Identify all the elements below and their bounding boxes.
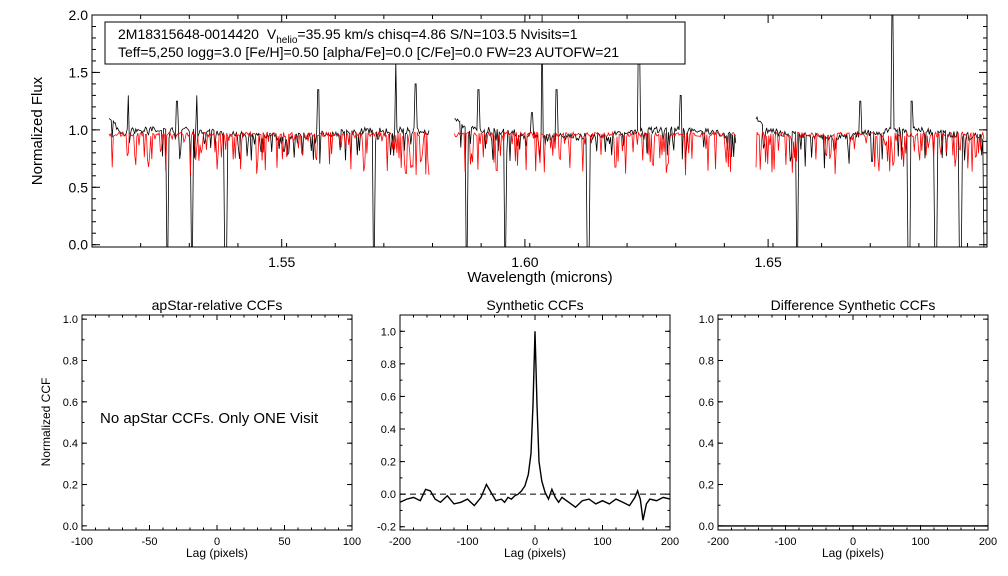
spectrum-info-box: 2M18315648-0014420 Vhelio=35.95 km/s chis… [104,21,686,65]
apstar-xtick-label: -50 [142,536,158,548]
difference-ccf-panel: -200 -100 0 100 200 0.0 0.2 0.4 0.6 0.8 1.0 Differ… [699,297,997,560]
vhelio-prefix: V [267,26,277,42]
synthetic-xtick-label: -200 [389,536,411,548]
apstar-ytick-label: 0.0 [63,521,78,533]
difference-xtick-label: 200 [979,536,997,548]
difference-ytick-label: 1.0 [699,314,714,326]
synthetic-xtick-label: 100 [593,536,611,548]
apstar-xtick-label: 0 [214,536,220,548]
spectrum-xlabel: Wavelength (microns) [467,269,612,286]
synthetic-ccf-panel: -200 -100 0 100 200 -0.2 0.0 0.2 0.4 0.6 0.8 1.0 Sy… [377,297,679,560]
apstar-xlabel: Lag (pixels) [186,546,248,560]
model-spectrum-line [108,130,430,177]
difference-frame [717,314,989,531]
spectrum-ticks: 1.55 1.60 1.65 0.0 0.5 1.0 1.5 2.0 [69,7,987,270]
difference-xlabel: Lag (pixels) [822,546,884,560]
synthetic-ytick-label: 0.6 [381,391,396,403]
difference-ytick-label: 0.2 [699,480,714,492]
apstar-xtick-label: -100 [71,536,93,548]
synthetic-xtick-label: 200 [661,536,679,548]
spectrum-xtick-label: 1.55 [268,254,295,270]
apstar-ylabel: Normalized CCF [39,378,53,467]
difference-title: Difference Synthetic CCFs [771,297,936,313]
observed-spectrum-line [454,14,737,248]
difference-ytick-label: 0.0 [699,521,714,533]
spectrum-panel: 1.55 1.60 1.65 0.0 0.5 1.0 1.5 2.0 2M18315648-0… [29,7,988,286]
difference-xtick-label: 100 [911,536,929,548]
difference-xtick-label: 0 [850,536,856,548]
synthetic-frame [399,314,671,531]
synthetic-ytick-label: -0.2 [377,522,396,534]
synthetic-ytick-label: 0.2 [381,457,396,469]
apstar-xtick-label: 50 [278,536,290,548]
spectrum-ytick-label: 2.0 [69,7,89,23]
apstar-ccf-panel: -100 -50 0 50 100 0.0 0.2 0.4 0.6 0.8 1.0 apStar-r… [39,297,361,560]
apstar-ytick-label: 1.0 [63,314,78,326]
synthetic-xtick-label: -100 [456,536,478,548]
apstar-ticks: -100 -50 0 50 100 0.0 0.2 0.4 0.6 0.8 1.0 [63,314,361,548]
info-box-frame [104,21,686,65]
synthetic-lines [399,331,671,521]
spectrum-ytick-label: 1.5 [69,64,89,80]
synthetic-ytick-label: 0.8 [381,359,396,371]
synthetic-xlabel: Lag (pixels) [504,546,566,560]
model-spectrum-line [454,130,736,176]
vhelio-subscript: helio [276,35,298,46]
synthetic-title: Synthetic CCFs [486,297,583,313]
observed-spectrum-line [755,14,985,248]
spectrum-xtick-label: 1.65 [754,254,781,270]
info-box-line2: Teff=5,250 logg=3.0 [Fe/H]=0.50 [alpha/F… [118,44,619,60]
apstar-ytick-label: 0.8 [63,355,78,367]
spectrum-frame [91,14,988,248]
apstar-title: apStar-relative CCFs [152,297,283,313]
spectrum-ytick-label: 0.0 [69,237,89,253]
synthetic-ytick-label: 0.4 [381,424,396,436]
difference-ytick-label: 0.4 [699,438,714,450]
spectrum-ytick-label: 1.0 [69,122,89,138]
difference-xtick-label: -200 [707,536,729,548]
model-spectrum-line [755,131,985,175]
difference-xtick-label: -100 [774,536,796,548]
difference-ytick-label: 0.6 [699,397,714,409]
difference-ticks: -200 -100 0 100 200 0.0 0.2 0.4 0.6 0.8 1.0 [699,314,997,548]
apstar-ytick-label: 0.6 [63,397,78,409]
synthetic-ccf-line [399,331,671,521]
spectrum-ylabel: Normalized Flux [29,76,46,185]
spectrum-ytick-label: 0.5 [69,179,89,195]
difference-ytick-label: 0.8 [699,355,714,367]
info-box-line1-rest: =35.95 km/s chisq=4.86 S/N=103.5 Nvisits… [297,26,577,42]
apstar-frame [81,314,353,531]
synthetic-ytick-label: 1.0 [381,326,396,338]
spectrum-xtick-label: 1.60 [511,254,538,270]
star-id: 2M18315648-0014420 [118,26,259,42]
synthetic-xtick-label: 0 [532,536,538,548]
apstar-xtick-label: 100 [343,536,361,548]
apstar-ytick-label: 0.4 [63,438,78,450]
synthetic-ticks: -200 -100 0 100 200 -0.2 0.0 0.2 0.4 0.6 0.8 1.0 [377,314,679,548]
synthetic-ytick-label: 0.0 [381,489,396,501]
spectrum-lines [108,14,985,248]
apstar-message: No apStar CCFs. Only ONE Visit [100,410,319,427]
info-box-line1: 2M18315648-0014420 Vhelio=35.95 km/s chis… [118,26,578,46]
apstar-ytick-label: 0.2 [63,480,78,492]
observed-spectrum-line [108,60,430,248]
